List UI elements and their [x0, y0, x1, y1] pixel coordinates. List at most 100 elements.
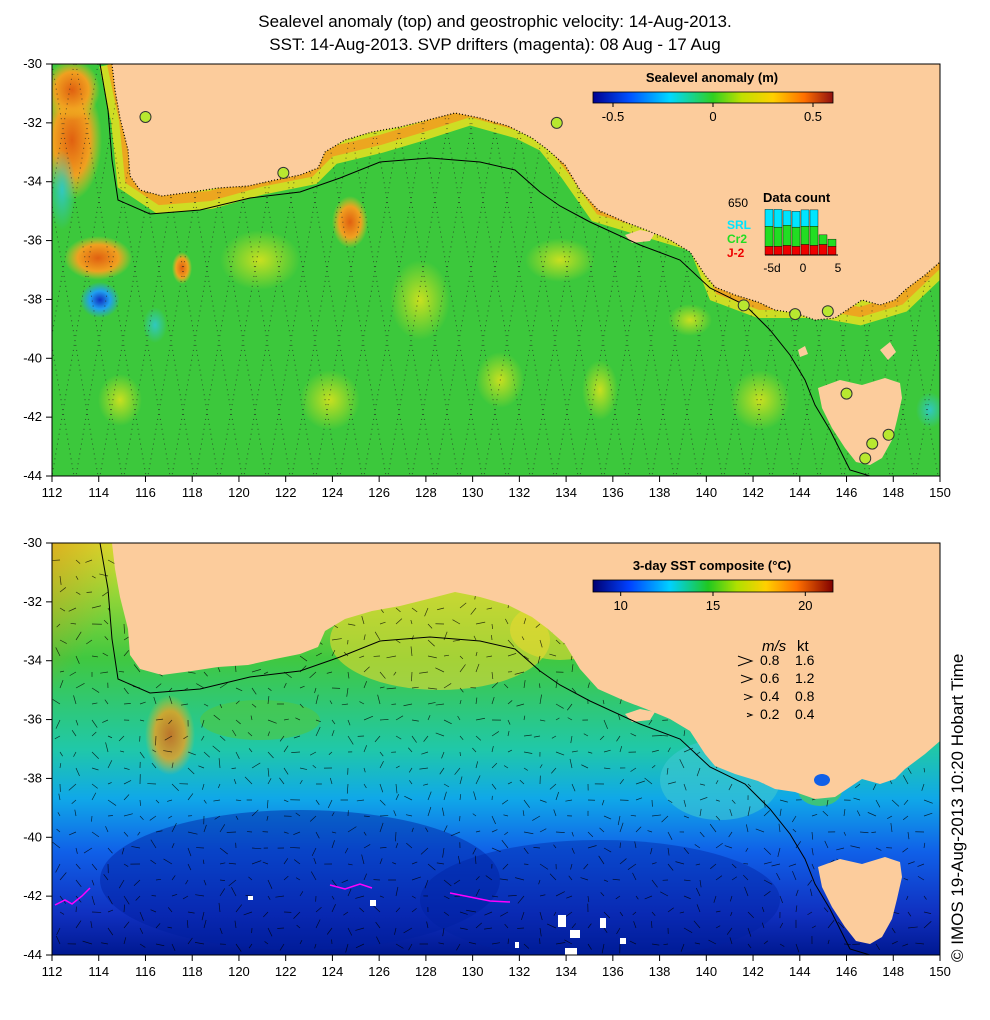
sst-colorbar-title: 3-day SST composite (°C) [633, 558, 791, 573]
velocity-key-arrow [743, 693, 754, 701]
lon-tick-label: 114 [88, 485, 109, 500]
data-count-bar-j2 [782, 245, 792, 256]
velocity-key-ms-value: 0.6 [760, 670, 780, 686]
data-count-title: Data count [763, 190, 831, 205]
lon-tick-label: 126 [368, 485, 390, 500]
tide-gauge-marker [859, 452, 872, 465]
data-count-bar-srl [809, 209, 819, 227]
title-line-2: SST: 14-Aug-2013. SVP drifters (magenta)… [269, 35, 721, 54]
data-count-bar-cr2 [764, 225, 774, 247]
data-count-bar-cr2 [809, 225, 819, 246]
cloud-gaps [248, 896, 626, 955]
lat-tick-label: -40 [23, 829, 42, 844]
sst-panel: 112 114 116 118 120 122 124 126 128 130 132 134 136 1… [23, 535, 951, 979]
lon-tick-label: 116 [135, 485, 156, 500]
lon-tick-label: 136 [602, 964, 624, 979]
lon-tick-label: 148 [882, 964, 904, 979]
sealevel-colorbar: Sealevel anomaly (m) -0.5 0 0.5 [592, 70, 834, 124]
colorbar-tick-label: 0 [709, 109, 716, 124]
data-count-bar-cr2 [800, 225, 810, 245]
colorbar-tick-label: 10 [613, 598, 627, 613]
svp-drifters [54, 883, 511, 906]
lon-tick-label: 140 [695, 964, 717, 979]
sst-axes: 112 114 116 118 120 122 124 126 128 130 132 134 136 1… [23, 535, 951, 979]
tide-gauge-marker [840, 387, 853, 400]
lat-tick-label: -44 [23, 468, 42, 483]
velocity-key-kt-value: 0.4 [795, 706, 815, 722]
lat-tick-label: -38 [23, 770, 42, 785]
lon-tick-label: 142 [742, 964, 764, 979]
data-count-bar-j2 [818, 244, 828, 256]
lon-tick-label: 146 [836, 964, 858, 979]
lon-tick-label: 132 [509, 485, 531, 500]
lat-tick-label: -40 [23, 350, 42, 365]
data-count-bar-srl [782, 210, 792, 226]
data-count-bar-srl [800, 209, 810, 227]
australia-land [52, 64, 940, 320]
data-count-series-label: Cr2 [727, 232, 747, 246]
tide-gauge-marker [821, 305, 834, 318]
data-count-bar-cr2 [791, 226, 801, 247]
lon-tick-label: 118 [182, 485, 203, 500]
velocity-key-kt-header: kt [797, 638, 810, 655]
lon-tick-label: 130 [462, 964, 484, 979]
sealevel-anomaly-field [52, 64, 940, 430]
data-count-bar-cr2 [827, 238, 837, 247]
lon-tick-label: 140 [695, 485, 717, 500]
data-count-max-label: 650 [728, 196, 748, 210]
tide-gauge-marker [789, 308, 802, 321]
lon-tick-label: 132 [509, 964, 531, 979]
data-count-x-label: 0 [800, 261, 807, 275]
lon-tick-label: 120 [228, 964, 250, 979]
velocity-key-kt-value: 0.8 [795, 688, 815, 704]
data-count-bar-cr2 [773, 226, 783, 247]
lon-tick-label: 146 [836, 485, 858, 500]
lon-tick-label: 128 [415, 964, 437, 979]
colorbar-tick-label: 20 [798, 598, 812, 613]
lon-tick-label: 122 [275, 964, 297, 979]
tide-gauge-marker [866, 437, 879, 450]
data-count-bar-cr2 [818, 234, 828, 245]
lon-tick-label: 150 [929, 485, 951, 500]
lat-tick-label: -36 [23, 233, 42, 248]
lon-tick-label: 122 [275, 485, 297, 500]
sst-frame [51, 542, 941, 956]
sealevel-axes: 112 114 116 118 120 122 124 126 128 130 132 134 136 1… [23, 56, 951, 500]
lon-tick-label: 134 [555, 964, 577, 979]
data-count-bar-srl [791, 211, 801, 228]
lon-tick-label: 124 [322, 964, 344, 979]
lat-tick-label: -30 [23, 535, 42, 550]
lat-tick-label: -42 [23, 409, 42, 424]
sealevel-colorbar-title: Sealevel anomaly (m) [646, 70, 778, 85]
lon-tick-label: 144 [789, 964, 811, 979]
lon-tick-label: 138 [649, 964, 671, 979]
lon-tick-label: 134 [555, 485, 577, 500]
velocity-key-arrow [740, 674, 754, 684]
velocity-key-ms-header: m/s [762, 638, 787, 655]
lon-tick-label: 114 [88, 964, 109, 979]
tide-gauge-marker [737, 299, 750, 312]
data-count-bar-j2 [827, 246, 837, 256]
colorbar-tick-label: -0.5 [602, 109, 624, 124]
lat-tick-label: -34 [23, 653, 42, 668]
lon-tick-label: 118 [182, 964, 203, 979]
lon-tick-label: 148 [882, 485, 904, 500]
tide-gauge-marker [550, 116, 563, 129]
data-count-bar-j2 [791, 246, 801, 256]
data-count-series-label: J-2 [727, 246, 745, 260]
velocity-key-kt-value: 1.2 [795, 670, 815, 686]
imos-timestamp: © IMOS 19-Aug-2013 10:20 Hobart Time [948, 653, 967, 962]
lon-tick-label: 112 [42, 485, 63, 500]
tide-gauge-marker [277, 166, 290, 179]
data-count-bar-j2 [809, 245, 819, 256]
shelf-contour [99, 64, 871, 476]
lon-tick-label: 126 [368, 964, 390, 979]
velocity-key-ms-value: 0.2 [760, 706, 780, 722]
lon-tick-label: 116 [135, 964, 156, 979]
lat-tick-label: -38 [23, 291, 42, 306]
sst-colorbar: 3-day SST composite (°C) 10 15 20 [592, 558, 834, 613]
data-count-bar-srl [764, 209, 774, 227]
data-count-bar-j2 [773, 246, 783, 256]
